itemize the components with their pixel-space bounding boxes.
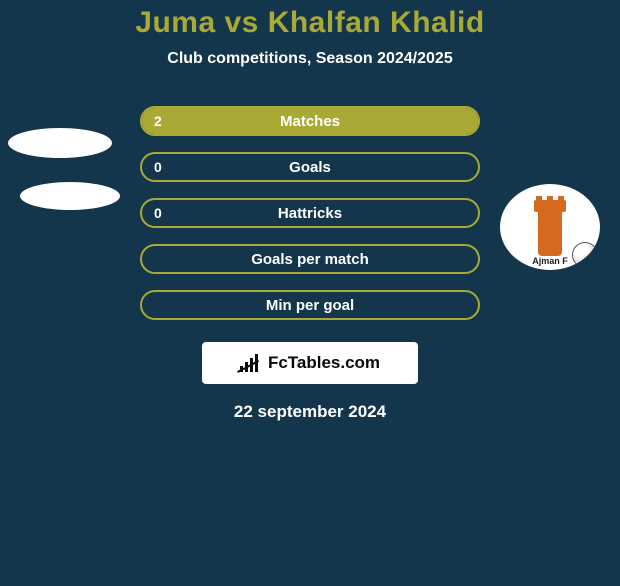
stat-label: Goals [142,159,478,176]
stat-row: 0Hattricks [140,198,480,228]
branding-text: FcTables.com [268,353,380,373]
stat-label: Min per goal [142,297,478,314]
stat-row: Goals per match [140,244,480,274]
stat-row: Min per goal [140,290,480,320]
stat-label: Matches [142,113,478,130]
decor-ellipse [20,182,120,210]
subtitle: Club competitions, Season 2024/2025 [0,50,620,68]
tower-icon [530,198,570,256]
club-name: Ajman F [500,256,600,266]
stat-row: 2Matches [140,106,480,136]
page-title: Juma vs Khalfan Khalid [0,6,620,40]
decor-ellipse [8,128,112,158]
club-badge: Ajman F [500,184,600,270]
bar-chart-icon [240,354,262,372]
stat-row: 0Goals [140,152,480,182]
stat-label: Goals per match [142,251,478,268]
stat-label: Hattricks [142,205,478,222]
branding-badge: FcTables.com [202,342,418,384]
date-text: 22 september 2024 [0,402,620,422]
